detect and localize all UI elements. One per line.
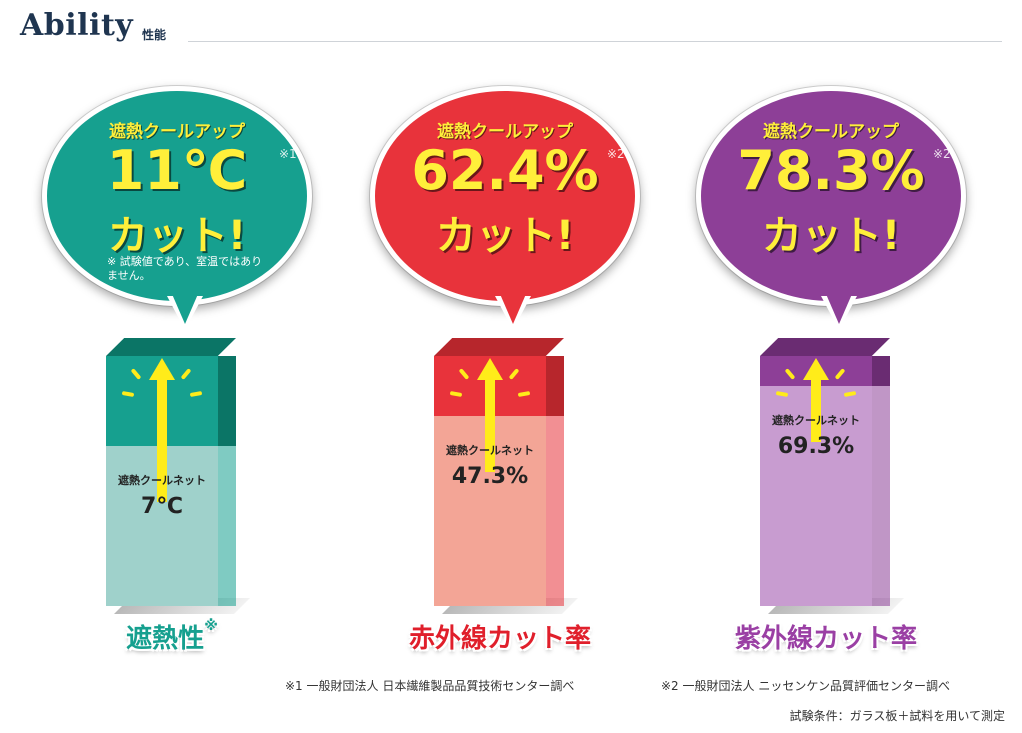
caption-note-mark: ※ — [204, 618, 218, 634]
comparison-box: 遮熱クールネット 7℃ — [106, 338, 236, 608]
product-name-coolup: 遮熱クールアップ — [437, 122, 573, 142]
product-name-coolnet: 遮熱クールネット — [446, 444, 534, 457]
coolnet-segment-side — [218, 446, 236, 606]
up-arrow-head-icon — [803, 358, 829, 380]
metric-caption: 遮熱性※ — [22, 618, 322, 655]
note-reference: ※2 — [933, 147, 951, 161]
comparison-box: 遮熱クールネット 47.3% — [434, 338, 564, 608]
metric-caption: 紫外線カット率 — [676, 618, 976, 655]
box-top-face — [106, 338, 236, 356]
cut-text: カット! — [107, 213, 247, 259]
bubble-tail — [495, 294, 531, 330]
up-arrow-icon — [157, 376, 167, 502]
coolnet-segment-side — [546, 416, 564, 606]
baseline-value: 47.3% — [451, 464, 529, 489]
page-header: Ability 性能 — [20, 8, 1002, 48]
product-name-coolnet: 遮熱クールネット — [772, 414, 860, 427]
up-arrow-icon — [485, 376, 495, 472]
metric-caption: 赤外線カット率 — [350, 618, 650, 655]
bubble-tail — [821, 294, 857, 330]
metric-caption-text: 赤外線カット率 — [408, 624, 591, 654]
improved-value: 11℃ — [106, 139, 248, 202]
page-subtitle: 性能 — [142, 28, 167, 42]
baseline-value: 69.3% — [777, 434, 855, 459]
cut-text: カット! — [435, 213, 575, 259]
bubble-tail — [167, 294, 203, 330]
improved-value: 78.3% — [737, 139, 925, 202]
note-reference: ※2 — [607, 147, 625, 161]
footnote-2: ※2 一般財団法人 ニッセンケン品質評価センター調べ — [661, 679, 950, 693]
coolup-segment-side — [872, 356, 890, 386]
note-reference: ※1 — [279, 147, 297, 161]
comparison-box: 遮熱クールネット 69.3% — [760, 338, 890, 608]
bubble-disclaimer: ※ 試験値であり、室温ではありません。 — [107, 255, 263, 282]
up-arrow-head-icon — [477, 358, 503, 380]
page-title: Ability — [20, 8, 134, 43]
product-name-coolup: 遮熱クールアップ — [763, 122, 899, 142]
coolnet-segment-side — [872, 386, 890, 606]
metric-caption-text: 遮熱性 — [126, 624, 205, 654]
result-bubble: 遮熱クールアップ 78.3% ※2 カット! — [696, 86, 966, 306]
coolup-segment-side — [218, 356, 236, 446]
coolup-segment-side — [546, 356, 564, 416]
up-arrow-icon — [811, 376, 821, 442]
metric-caption-text: 紫外線カット率 — [734, 624, 917, 654]
footnote-1: ※1 一般財団法人 日本繊維製品品質技術センター調べ — [285, 679, 575, 693]
box-top-face — [434, 338, 564, 356]
panel-heat-shield: 遮熱クールアップ 11℃ ※1 カット! ※ 試験値であり、室温ではありません。… — [22, 78, 322, 658]
panel-infrared-cut: 遮熱クールアップ 62.4% ※2 カット! 遮熱クールネット 47.3% — [350, 78, 650, 658]
panel-uv-cut: 遮熱クールアップ 78.3% ※2 カット! 遮熱クールネット 69.3% — [676, 78, 976, 658]
up-arrow-head-icon — [149, 358, 175, 380]
cut-text: カット! — [761, 213, 901, 259]
product-name-coolup: 遮熱クールアップ — [109, 122, 245, 142]
test-conditions: 試験条件：ガラス板＋試料を用いて測定 — [789, 709, 1005, 723]
product-name-coolnet: 遮熱クールネット — [118, 474, 206, 487]
result-bubble: 遮熱クールアップ 11℃ ※1 カット! ※ 試験値であり、室温ではありません。 — [42, 86, 312, 306]
header-divider — [188, 41, 1002, 42]
baseline-value: 7℃ — [141, 494, 183, 519]
box-top-face — [760, 338, 890, 356]
improved-value: 62.4% — [411, 139, 599, 202]
result-bubble: 遮熱クールアップ 62.4% ※2 カット! — [370, 86, 640, 306]
